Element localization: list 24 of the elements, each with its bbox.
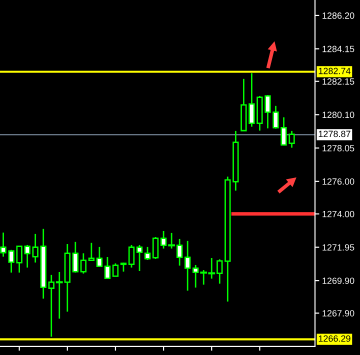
y-tick-label: 1271.95 — [322, 244, 354, 251]
y-tick-label: 1267.90 — [322, 310, 354, 316]
candlestick — [128, 244, 135, 268]
candlestick — [88, 242, 95, 261]
ref-line-label: 1278.87 — [318, 130, 350, 138]
candlestick — [144, 246, 151, 261]
y-tick-label: 1278.05 — [322, 144, 354, 152]
candlestick — [136, 244, 143, 272]
ref-line-label: 1266.29 — [318, 335, 350, 342]
candlestick — [80, 252, 87, 274]
ref-line-label: 1282.74 — [318, 68, 351, 74]
y-tick-label: 1284.15 — [322, 46, 354, 52]
candlestick — [72, 241, 79, 274]
y-tick-label: 1286.20 — [322, 12, 354, 19]
candlestick — [112, 262, 119, 277]
candlestick — [184, 240, 191, 292]
y-tick-label: 1282.15 — [322, 78, 354, 85]
candlestick — [96, 246, 103, 267]
candlestick — [152, 236, 159, 260]
candlestick — [104, 256, 111, 280]
y-tick-label: 1280.10 — [322, 112, 354, 118]
y-tick-label: 1274.00 — [322, 210, 354, 218]
y-tick-label: 1269.90 — [322, 278, 354, 284]
y-tick-label: 1276.00 — [322, 178, 354, 185]
